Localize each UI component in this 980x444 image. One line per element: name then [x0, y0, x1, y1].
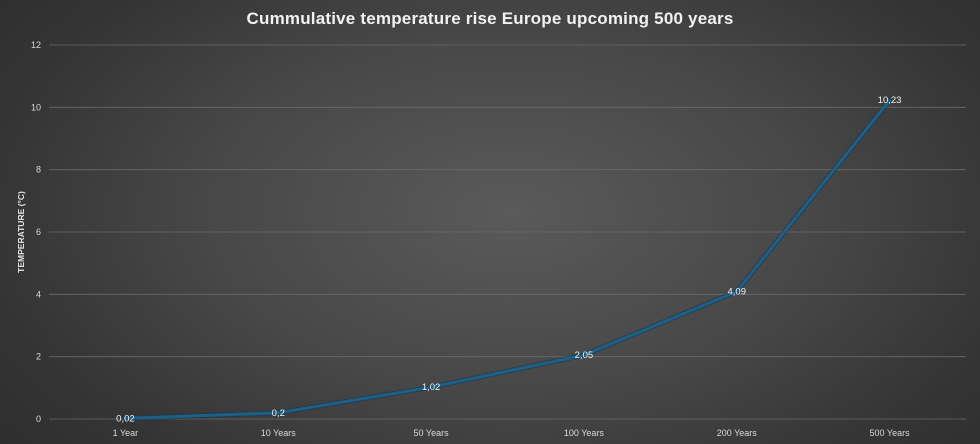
chart-title: Cummulative temperature rise Europe upco…	[246, 9, 734, 28]
data-point	[582, 353, 586, 357]
x-axis-ticks: 1 Year 10 Years 50 Years 100 Years 200 Years…	[113, 428, 910, 438]
y-tick-label: 4	[36, 289, 41, 299]
data-point	[123, 416, 127, 420]
data-label: 2,05	[575, 350, 594, 361]
y-axis-title: TEMPERATURE (°C)	[16, 191, 26, 273]
data-point	[888, 98, 892, 102]
y-tick-label: 10	[31, 102, 41, 112]
y-tick-label: 0	[36, 414, 41, 424]
data-point	[735, 290, 739, 294]
data-label: 0,02	[116, 413, 135, 424]
series-lines	[122, 97, 893, 421]
x-tick-label: 50 Years	[414, 428, 450, 438]
x-tick-label: 10 Years	[261, 428, 297, 438]
data-label: 4,09	[728, 287, 747, 298]
y-tick-label: 8	[36, 165, 41, 175]
x-tick-label: 1 Year	[113, 428, 139, 438]
x-tick-label: 500 Years	[870, 428, 911, 438]
y-axis-ticks: 0 2 4 6 8 10 12	[31, 40, 41, 424]
y-tick-label: 6	[36, 227, 41, 237]
data-point	[429, 385, 433, 389]
data-label: 10,23	[878, 95, 902, 106]
x-tick-label: 100 Years	[564, 428, 605, 438]
gridlines	[49, 44, 966, 420]
data-label: 0,2	[272, 408, 285, 419]
y-tick-label: 2	[36, 352, 41, 362]
data-point	[276, 411, 280, 415]
x-tick-label: 200 Years	[717, 428, 758, 438]
data-label: 1,02	[422, 382, 441, 393]
y-tick-label: 12	[31, 40, 41, 50]
data-labels: 0,02 0,2 1,02 2,05 4,09 10,23	[116, 95, 901, 424]
series-line	[123, 98, 892, 420]
